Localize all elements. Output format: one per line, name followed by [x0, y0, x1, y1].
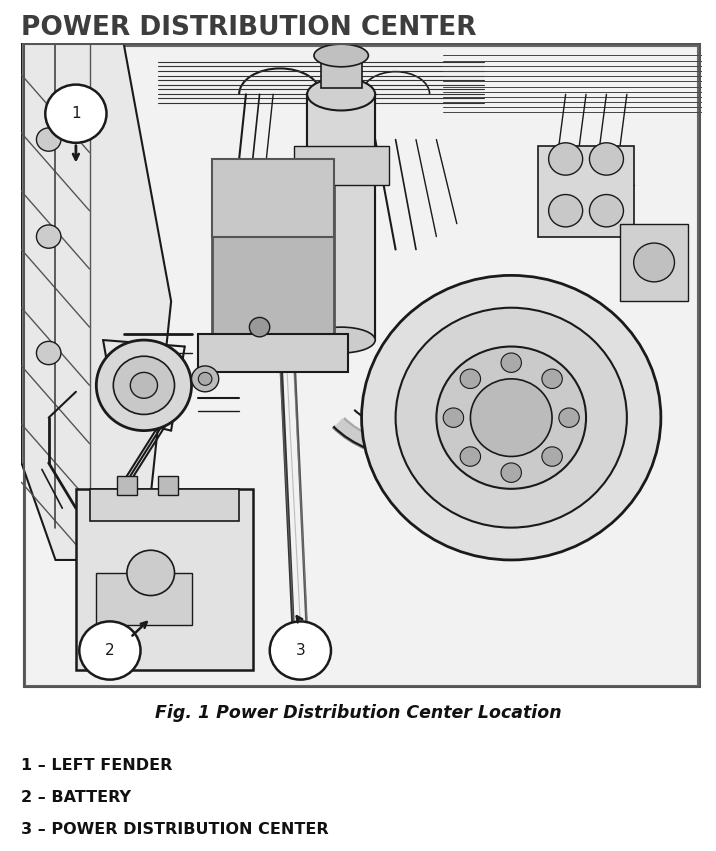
Polygon shape: [212, 159, 334, 237]
Bar: [198, 334, 348, 373]
Circle shape: [396, 308, 627, 528]
Circle shape: [37, 128, 61, 151]
Bar: [90, 488, 239, 521]
Text: 1: 1: [71, 106, 81, 121]
Bar: [321, 55, 362, 88]
Circle shape: [362, 276, 661, 560]
Circle shape: [96, 340, 192, 431]
Circle shape: [558, 408, 579, 427]
Circle shape: [501, 463, 521, 483]
Circle shape: [589, 143, 624, 175]
Circle shape: [130, 373, 158, 398]
Circle shape: [37, 225, 61, 248]
Circle shape: [460, 447, 480, 466]
Text: 2 – BATTERY: 2 – BATTERY: [21, 791, 132, 805]
Circle shape: [79, 621, 140, 680]
Circle shape: [501, 353, 521, 373]
Circle shape: [45, 84, 107, 143]
Circle shape: [589, 195, 624, 227]
Circle shape: [37, 341, 61, 364]
Text: POWER DISTRIBUTION CENTER: POWER DISTRIBUTION CENTER: [21, 15, 477, 41]
Ellipse shape: [307, 327, 375, 353]
Circle shape: [470, 379, 552, 456]
Circle shape: [437, 346, 586, 488]
Text: 3: 3: [296, 643, 305, 658]
Circle shape: [443, 408, 464, 427]
Bar: [620, 224, 688, 301]
Circle shape: [542, 447, 562, 466]
Text: 1 – LEFT FENDER: 1 – LEFT FENDER: [21, 758, 173, 774]
Circle shape: [548, 143, 583, 175]
Polygon shape: [21, 43, 171, 560]
Text: 3 – POWER DISTRIBUTION CENTER: 3 – POWER DISTRIBUTION CENTER: [21, 822, 329, 837]
Ellipse shape: [314, 44, 368, 67]
Bar: [96, 573, 192, 625]
Bar: [307, 94, 375, 340]
Bar: [538, 146, 634, 237]
Bar: [158, 476, 178, 495]
Circle shape: [191, 366, 219, 391]
Circle shape: [113, 357, 175, 414]
Polygon shape: [212, 159, 334, 340]
Circle shape: [270, 621, 331, 680]
Ellipse shape: [307, 78, 375, 111]
Bar: [294, 146, 389, 185]
Circle shape: [548, 195, 583, 227]
Circle shape: [198, 373, 212, 386]
Bar: [117, 476, 137, 495]
Text: Fig. 1 Power Distribution Center Location: Fig. 1 Power Distribution Center Locatio…: [155, 704, 561, 722]
Circle shape: [634, 243, 674, 282]
Circle shape: [127, 551, 175, 596]
Text: 2: 2: [105, 643, 115, 658]
Circle shape: [249, 317, 270, 337]
Circle shape: [542, 369, 562, 389]
Circle shape: [460, 369, 480, 389]
Bar: [76, 488, 253, 670]
